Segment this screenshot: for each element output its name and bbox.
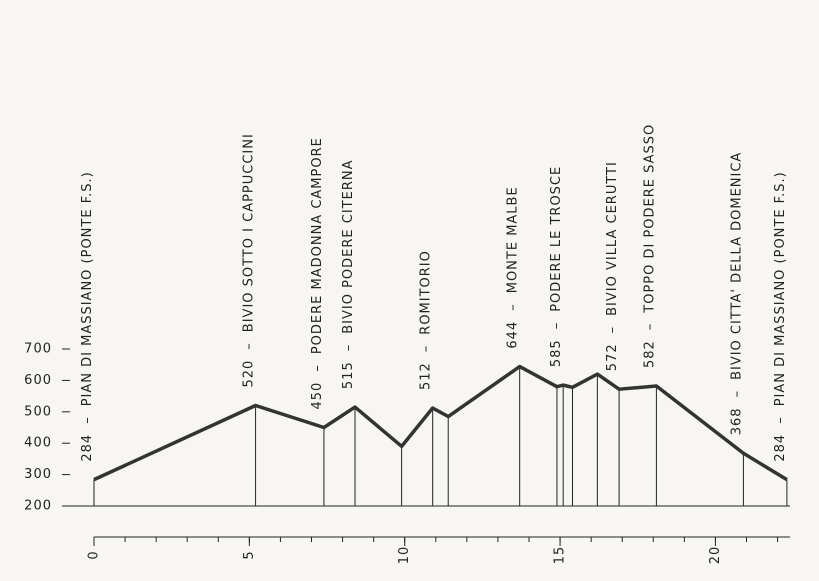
elevation-label: 512 [418, 362, 433, 390]
elevation-label: 644 [505, 321, 520, 349]
separator: – [505, 303, 520, 311]
y-tick-label: 300 [24, 467, 52, 482]
place-name: BIVIO CITTA' DELLA DOMENICA [729, 152, 744, 380]
profile-line [93, 364, 788, 482]
place-name: PIAN DI MASSIANO (PONTE F.S.) [80, 171, 95, 406]
separator: – [605, 326, 620, 334]
separator: – [309, 364, 324, 372]
elevation-label: 582 [642, 340, 657, 368]
x-tick-label: 0 [87, 550, 102, 559]
x-tick-label: 15 [553, 546, 568, 565]
x-tick-label: 5 [242, 550, 257, 559]
y-tick-label: 600 [24, 373, 52, 388]
elevation-label: 585 [549, 339, 564, 367]
elevation-label: 368 [729, 407, 744, 435]
separator: – [729, 390, 744, 398]
place-name: PODERE LE TROSCE [549, 166, 564, 312]
elevation-label: 450 [309, 382, 324, 410]
y-tick-label: 700 [24, 342, 52, 357]
place-name: BIVIO VILLA CERUTTI [605, 161, 620, 316]
point-label: 582 – TOPPO DI PODERE SASSO [642, 124, 657, 368]
separator: – [418, 345, 433, 353]
point-label: 520 – BIVIO SOTTO I CAPPUCCINI [241, 133, 256, 387]
place-name: BIVIO PODERE CITERNA [341, 160, 356, 334]
y-tick-label: 400 [24, 436, 52, 451]
separator: – [341, 344, 356, 352]
point-label: 512 – ROMITORIO [418, 250, 433, 390]
place-name: PODERE MADONNA CAMPORE [309, 137, 324, 354]
elevation-label: 515 [341, 361, 356, 389]
elevation-label: 520 [241, 360, 256, 388]
separator: – [549, 322, 564, 330]
elevation-label: 284 [80, 434, 95, 462]
place-name: BIVIO SOTTO I CAPPUCCINI [241, 133, 256, 332]
point-label: 572 – BIVIO VILLA CERUTTI [605, 161, 620, 371]
separator: – [642, 323, 657, 331]
separator: – [772, 416, 787, 424]
point-label: 284 – PIAN DI MASSIANO (PONTE F.S.) [772, 171, 787, 461]
place-name: ROMITORIO [418, 250, 433, 335]
x-tick-label: 20 [708, 546, 723, 565]
place-name: TOPPO DI PODERE SASSO [642, 124, 657, 314]
point-label: 368 – BIVIO CITTA' DELLA DOMENICA [729, 152, 744, 436]
separator: – [241, 342, 256, 350]
separator: – [80, 416, 95, 424]
place-name: MONTE MALBE [505, 186, 520, 293]
y-tick-label: 200 [24, 499, 52, 514]
point-label: 450 – PODERE MADONNA CAMPORE [309, 137, 324, 409]
point-label: 585 – PODERE LE TROSCE [549, 166, 564, 367]
place-name: PIAN DI MASSIANO (PONTE F.S.) [772, 171, 787, 406]
point-label: 515 – BIVIO PODERE CITERNA [341, 160, 356, 390]
point-label: 284 – PIAN DI MASSIANO (PONTE F.S.) [80, 171, 95, 461]
elevation-label: 572 [605, 343, 620, 371]
y-tick-label: 500 [24, 404, 52, 419]
x-tick-label: 10 [397, 546, 412, 565]
point-label: 644 – MONTE MALBE [505, 186, 520, 348]
elevation-label: 284 [772, 434, 787, 462]
